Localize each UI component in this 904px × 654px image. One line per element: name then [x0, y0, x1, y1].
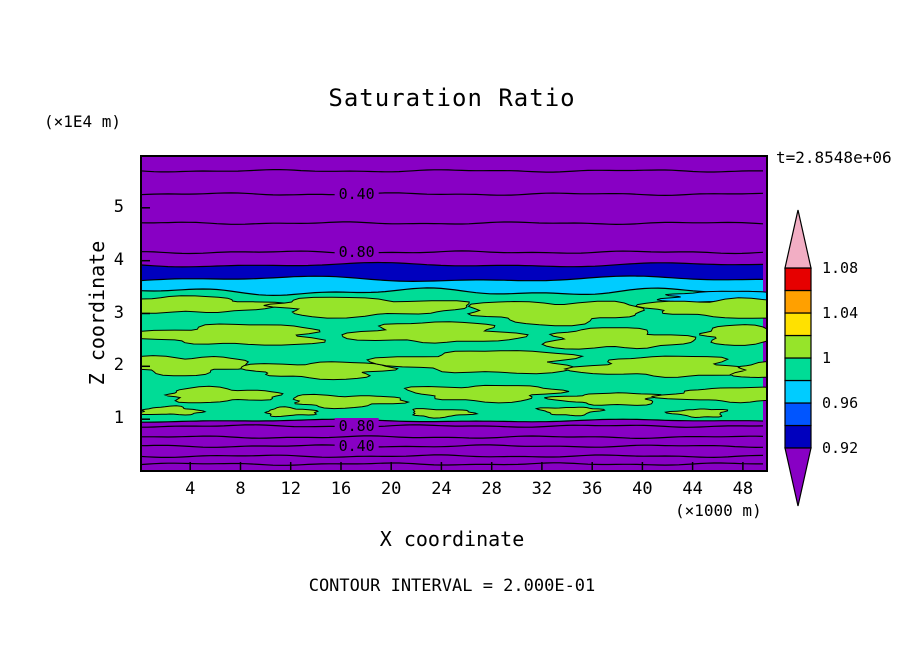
x-tick-label: 20	[380, 479, 402, 499]
x-tick-label: 16	[330, 479, 352, 499]
svg-text:0.92: 0.92	[822, 439, 858, 457]
x-tick-label: 4	[185, 479, 196, 499]
svg-text:1: 1	[822, 349, 831, 367]
y-tick-label: 5	[113, 196, 124, 217]
contour-plot-canvas: 0.40 0.80 0.80 0.40	[139, 155, 823, 472]
chart-title: Saturation Ratio	[328, 84, 576, 112]
x-axis-label: X coordinate	[379, 527, 525, 551]
x-tick-label: 44	[682, 479, 703, 499]
svg-text:1.08: 1.08	[822, 259, 858, 277]
colorbar-canvas: 1.08 1.04 1 0.96 0.92	[784, 209, 858, 507]
x-tick-label: 48	[732, 479, 754, 499]
y-tick-label: 4	[113, 249, 124, 270]
svg-text:0.80: 0.80	[339, 417, 375, 435]
contour-plot: 0.40 0.80 0.80 0.40	[139, 155, 823, 472]
svg-text:1.04: 1.04	[822, 304, 858, 322]
x-tick-label: 32	[531, 479, 553, 499]
svg-text:0.96: 0.96	[822, 394, 858, 412]
y-tick-label: 1	[113, 408, 124, 429]
x-tick-label: 24	[431, 479, 452, 499]
contour-interval-note: CONTOUR INTERVAL = 2.000E-01	[308, 576, 596, 596]
y-tick-label: 3	[113, 302, 124, 323]
x-tick-label: 40	[632, 479, 653, 499]
colorbar: 1.08 1.04 1 0.96 0.92	[780, 200, 904, 520]
y-axis-units: (×1E4 m)	[44, 112, 122, 131]
y-tick-label: 2	[113, 355, 124, 376]
svg-text:0.80: 0.80	[339, 243, 375, 261]
x-tick-label: 36	[581, 479, 603, 499]
svg-text:0.40: 0.40	[339, 437, 375, 455]
x-tick-label: 8	[235, 479, 246, 499]
svg-text:0.40: 0.40	[339, 185, 375, 203]
time-label: t=2.8548e+06	[776, 148, 892, 167]
x-tick-label: 28	[481, 479, 502, 499]
x-tick-label: 12	[280, 479, 301, 499]
x-axis-units: (×1000 m)	[675, 501, 762, 520]
